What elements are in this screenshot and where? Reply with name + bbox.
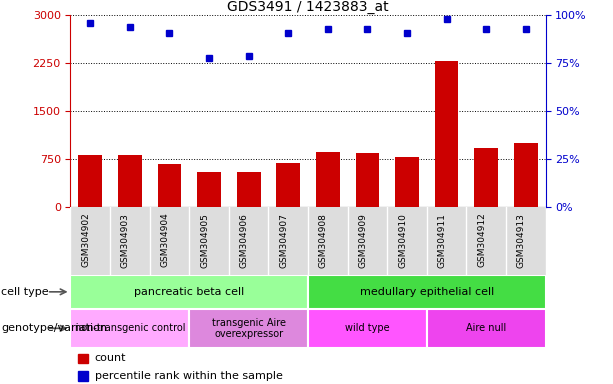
Bar bbox=[316, 152, 340, 207]
Text: GSM304907: GSM304907 bbox=[280, 213, 288, 268]
Bar bbox=[197, 172, 221, 207]
Text: cell type: cell type bbox=[1, 287, 49, 297]
Text: non-transgenic control: non-transgenic control bbox=[75, 323, 185, 333]
Bar bbox=[78, 371, 88, 381]
Text: count: count bbox=[95, 353, 126, 363]
Bar bbox=[237, 172, 261, 207]
Text: medullary epithelial cell: medullary epithelial cell bbox=[360, 287, 494, 297]
Bar bbox=[158, 164, 181, 207]
Bar bbox=[514, 143, 538, 207]
Bar bbox=[78, 155, 102, 207]
Title: GDS3491 / 1423883_at: GDS3491 / 1423883_at bbox=[227, 0, 389, 14]
Text: GSM304904: GSM304904 bbox=[161, 213, 169, 268]
Bar bbox=[308, 309, 427, 348]
Text: GSM304909: GSM304909 bbox=[359, 213, 367, 268]
Bar bbox=[427, 309, 546, 348]
Bar bbox=[78, 354, 88, 363]
Bar bbox=[189, 309, 308, 348]
Text: GSM304911: GSM304911 bbox=[438, 213, 447, 268]
Bar bbox=[276, 162, 300, 207]
Text: pancreatic beta cell: pancreatic beta cell bbox=[134, 287, 245, 297]
Bar bbox=[118, 155, 142, 207]
Text: GSM304903: GSM304903 bbox=[121, 213, 130, 268]
Text: transgenic Aire
overexpressor: transgenic Aire overexpressor bbox=[211, 318, 286, 339]
Text: GSM304908: GSM304908 bbox=[319, 213, 328, 268]
Text: GSM304902: GSM304902 bbox=[82, 213, 90, 268]
Bar bbox=[308, 275, 546, 309]
Bar bbox=[435, 61, 459, 207]
Bar bbox=[474, 149, 498, 207]
Text: GSM304912: GSM304912 bbox=[477, 213, 486, 268]
Text: genotype/variation: genotype/variation bbox=[1, 323, 107, 333]
Bar bbox=[70, 275, 308, 309]
Bar bbox=[70, 309, 189, 348]
Text: GSM304910: GSM304910 bbox=[398, 213, 407, 268]
Text: GSM304906: GSM304906 bbox=[240, 213, 249, 268]
Text: wild type: wild type bbox=[345, 323, 390, 333]
Text: percentile rank within the sample: percentile rank within the sample bbox=[95, 371, 283, 381]
Bar bbox=[356, 153, 379, 207]
Bar bbox=[395, 157, 419, 207]
Text: GSM304913: GSM304913 bbox=[517, 213, 526, 268]
Text: GSM304905: GSM304905 bbox=[200, 213, 209, 268]
Text: Aire null: Aire null bbox=[466, 323, 506, 333]
